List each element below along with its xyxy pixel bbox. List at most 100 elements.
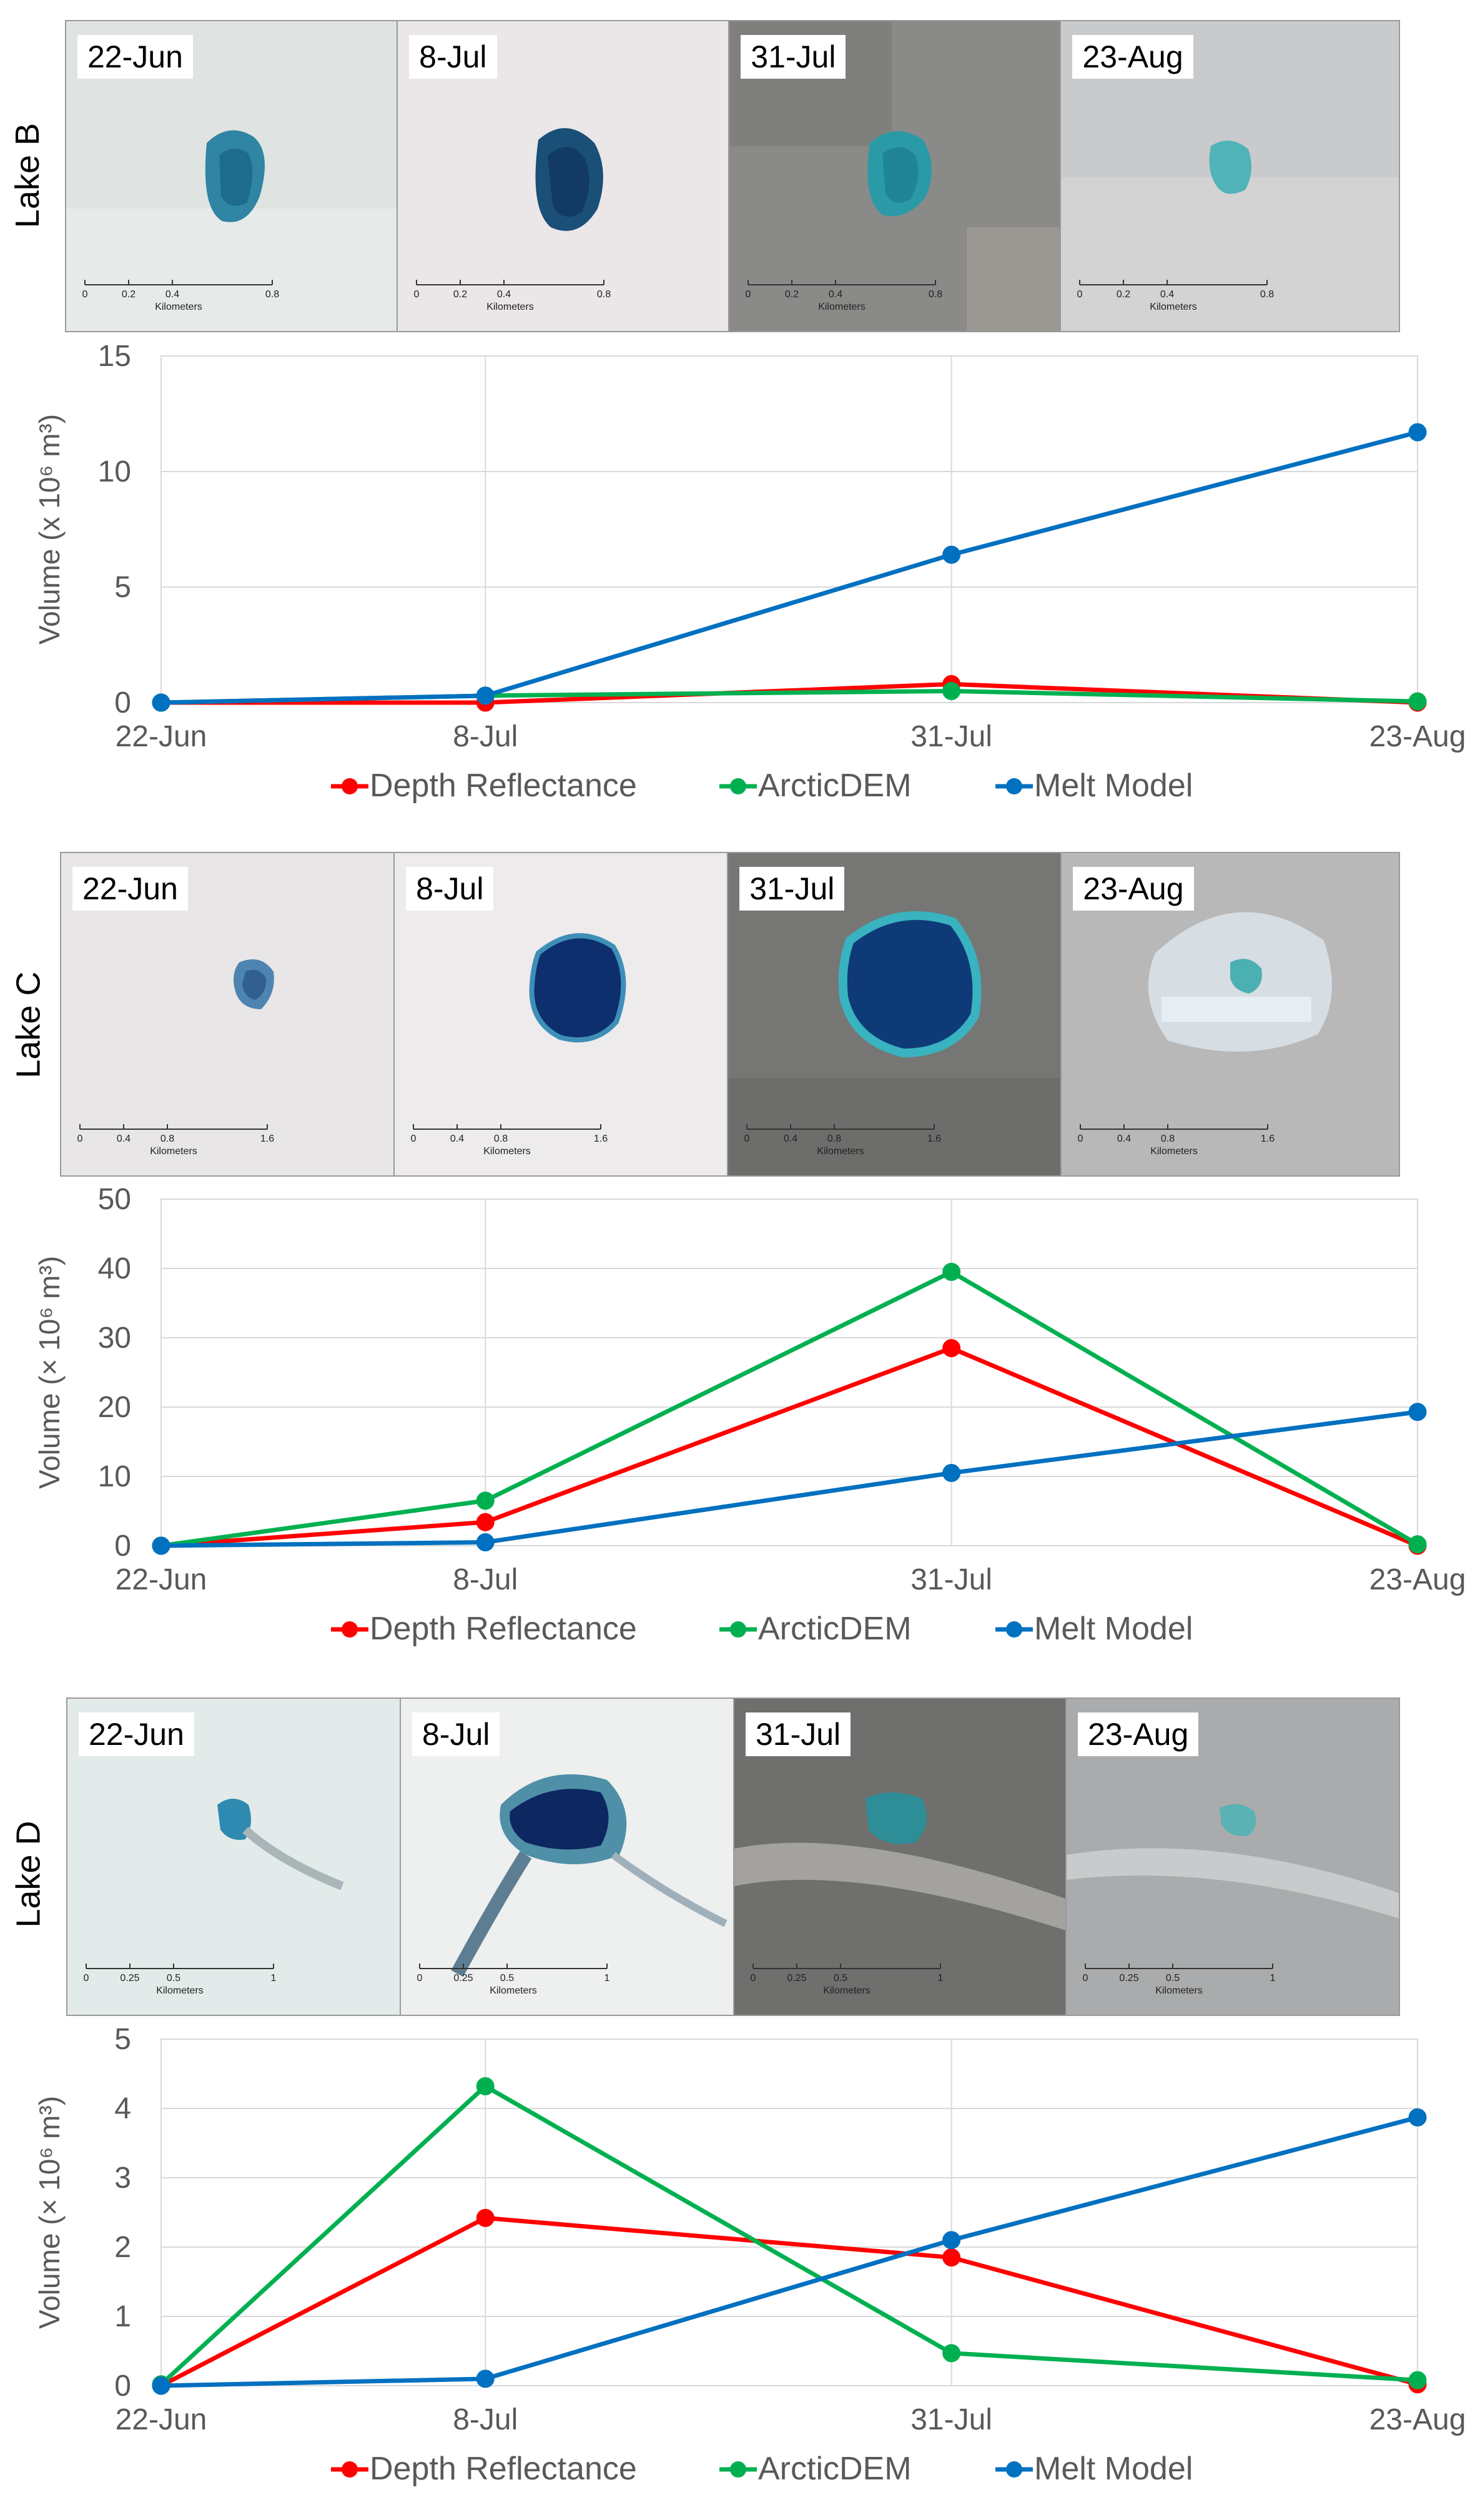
scale-bar: 0 0.25 0.5 1 Kilometers [417, 1964, 610, 1996]
series-line [160, 1269, 1419, 1548]
series-line [160, 1345, 1419, 1548]
legend-label: Depth Reflectance [370, 2451, 637, 2487]
lake-label: Lake B [9, 122, 47, 229]
legend-marker [1006, 1621, 1022, 1638]
scale-tick-label: 0.4 [165, 289, 179, 300]
y-tick-label: 2 [114, 2231, 131, 2264]
data-point [1408, 1403, 1427, 1421]
data-point [152, 693, 170, 712]
scale-tick-label: 0.4 [829, 289, 842, 300]
date-label: 23-Aug [1072, 35, 1193, 79]
satellite-image-tile: 23-Aug 0 0.2 0.4 0.8 Kilometers [1061, 21, 1399, 331]
scale-tick-label: 0.25 [787, 1973, 806, 1984]
scale-tick-label: 0 [744, 1134, 750, 1144]
scale-tick-label: 0.2 [122, 289, 136, 300]
data-point [1408, 692, 1427, 711]
data-point [476, 2077, 495, 2095]
panel-lake-c: Lake C 22-Jun 0 0.4 0.8 1.6 Kilometers 8-Jul… [0, 831, 1470, 1674]
legend-label: Depth Reflectance [370, 1611, 637, 1647]
legend-label: Melt Model [1034, 768, 1193, 804]
data-point [1408, 2371, 1427, 2389]
y-tick-label: 40 [98, 1252, 131, 1285]
y-tick-label: 0 [114, 1529, 131, 1563]
y-tick-label: 1 [114, 2300, 131, 2333]
legend-marker [730, 2461, 746, 2478]
x-tick-label: 31-Jul [910, 2403, 992, 2436]
scale-tick-label: 0.8 [929, 289, 942, 300]
scale-tick-label: 0.5 [834, 1973, 847, 1984]
scale-tick-label: 0 [414, 289, 420, 300]
scale-unit-label: Kilometers [1155, 1985, 1203, 1996]
data-point [942, 682, 961, 700]
y-axis-label: Volume (× 10⁶ m³) [33, 2096, 66, 2329]
legend-marker [1006, 778, 1022, 794]
data-point [1408, 2108, 1427, 2127]
scale-tick-label: 0.8 [827, 1134, 841, 1144]
legend-label: ArcticDEM [758, 1611, 912, 1647]
satellite-image-tile: 8-Jul 0 0.2 0.4 0.8 Kilometers [398, 21, 730, 331]
scale-tick-label: 0.2 [453, 289, 467, 300]
scale-tick-label: 0.8 [1161, 1134, 1175, 1144]
scale-bar: 0 0.2 0.4 0.8 Kilometers [414, 280, 611, 312]
scale-tick-label: 0.4 [1117, 1134, 1131, 1144]
data-point [476, 1513, 495, 1531]
series-line [159, 2083, 1418, 2386]
data-point [152, 1536, 170, 1555]
y-tick-label: 10 [98, 455, 131, 488]
scale-unit-label: Kilometers [486, 302, 534, 312]
scale-bar: 0 0.2 0.4 0.8 Kilometers [1077, 280, 1275, 312]
x-tick-label: 31-Jul [910, 720, 992, 753]
y-axis-label: Volume (x 10⁶ m³) [33, 414, 66, 645]
data-point [476, 1491, 495, 1510]
scale-tick-label: 0 [417, 1973, 423, 1984]
scale-tick-label: 1 [604, 1973, 610, 1984]
scale-unit-label: Kilometers [150, 1146, 197, 1157]
scale-tick-label: 0.4 [497, 289, 511, 300]
data-point [942, 1263, 961, 1282]
y-tick-label: 20 [98, 1391, 131, 1424]
scale-tick-label: 0.5 [167, 1973, 180, 1984]
y-tick-label: 50 [98, 1183, 131, 1216]
x-tick-label: 31-Jul [910, 1563, 992, 1596]
scale-tick-label: 1.6 [260, 1134, 274, 1144]
scale-tick-label: 0.4 [117, 1134, 131, 1144]
satellite-image-tile: 8-Jul 0 0.4 0.8 1.6 Kilometers [395, 853, 729, 1175]
satellite-image-tile: 23-Aug 0 0.4 0.8 1.6 Kilometers [1062, 853, 1399, 1175]
x-tick-label: 8-Jul [453, 2403, 518, 2436]
scale-bar: 0 0.4 0.8 1.6 Kilometers [744, 1124, 941, 1157]
scale-tick-label: 0 [751, 1973, 756, 1984]
scale-unit-label: Kilometers [818, 302, 866, 312]
y-tick-label: 0 [114, 686, 131, 719]
date-label: 23-Aug [1078, 1712, 1199, 1756]
date-label: 22-Jun [72, 867, 188, 911]
x-tick-label: 23-Aug [1369, 720, 1466, 753]
legend-marker [730, 1621, 746, 1638]
scale-tick-label: 1 [271, 1973, 277, 1984]
scale-bar: 0 0.4 0.8 1.6 Kilometers [77, 1124, 274, 1157]
legend-marker [342, 778, 358, 794]
scale-tick-label: 1.6 [1261, 1134, 1275, 1144]
date-label: 22-Jun [77, 35, 193, 79]
plot-area [160, 355, 1418, 703]
scale-tick-label: 1.6 [594, 1134, 608, 1144]
y-tick-label: 3 [114, 2162, 131, 2195]
x-tick-label: 8-Jul [453, 720, 518, 753]
data-point [942, 1463, 961, 1482]
y-tick-label: 5 [114, 2023, 131, 2056]
legend-label: Melt Model [1034, 1611, 1193, 1647]
satellite-image-tile: 31-Jul 0 0.2 0.4 0.8 Kilometers [729, 21, 1062, 331]
satellite-image-tile: 8-Jul 0 0.25 0.5 1 Kilometers [400, 1699, 734, 2015]
date-label: 8-Jul [412, 1712, 500, 1756]
series-line [160, 430, 1418, 705]
image-strip: 22-Jun 0 0.2 0.4 0.8 Kilometers 8-Jul 0 0.2 0.… [65, 20, 1400, 332]
scale-unit-label: Kilometers [156, 1985, 204, 1996]
scale-tick-label: 0.4 [450, 1134, 464, 1144]
panel-lake-b: Lake B 22-Jun 0 0.2 0.4 0.8 Kilometers 8-Jul… [0, 0, 1470, 831]
scale-tick-label: 0.2 [785, 289, 799, 300]
satellite-image-tile: 31-Jul 0 0.4 0.8 1.6 Kilometers [728, 853, 1062, 1175]
image-strip: 22-Jun 0 0.4 0.8 1.6 Kilometers 8-Jul 0 0.4 0.… [60, 852, 1400, 1177]
line-chart: 0 5 10 15 22-Jun 8-Jul 31-Jul 23-Aug Volume (x 1… [33, 340, 1466, 804]
scale-tick-label: 0.5 [1166, 1973, 1180, 1984]
scale-tick-label: 0 [84, 1973, 89, 1984]
panel-lake-d: Lake D 22-Jun 0 0.25 0.5 1 Kilometers 8-Jul … [0, 1674, 1470, 2520]
